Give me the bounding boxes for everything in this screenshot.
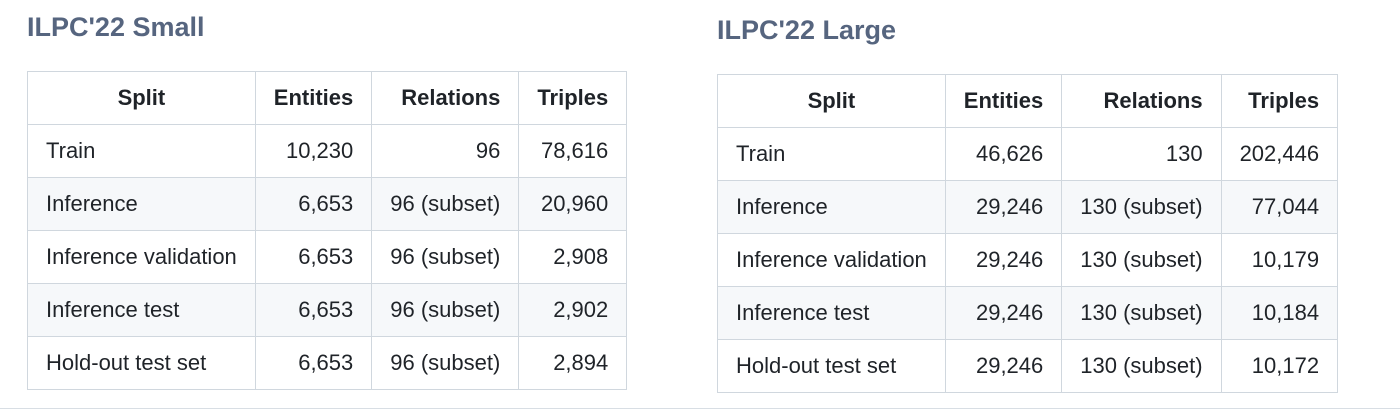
table-row: Inference test 6,653 96 (subset) 2,902 — [27, 283, 628, 337]
cell-relations: 96 (subset) — [371, 230, 520, 284]
cell-split: Train — [717, 127, 946, 181]
cell-triples: 78,616 — [518, 124, 628, 178]
cell-triples: 202,446 — [1220, 127, 1339, 181]
cell-triples: 20,960 — [518, 177, 628, 231]
table-row: Train 10,230 96 78,616 — [27, 124, 628, 178]
header-entities: Entities — [254, 71, 373, 125]
cell-triples: 10,179 — [1220, 233, 1339, 287]
cell-split: Inference validation — [717, 233, 946, 287]
cell-split: Inference — [27, 177, 256, 231]
cell-relations: 130 (subset) — [1061, 286, 1222, 340]
cell-relations: 96 — [371, 124, 520, 178]
header-split: Split — [717, 74, 946, 128]
cell-entities: 6,653 — [254, 177, 373, 231]
cell-entities: 29,246 — [944, 286, 1063, 340]
table-row: Inference 29,246 130 (subset) 77,044 — [717, 180, 1339, 234]
cell-split: Inference validation — [27, 230, 256, 284]
small-dataset-title: ILPC'22 Small — [27, 12, 205, 42]
cell-entities: 29,246 — [944, 339, 1063, 393]
cell-entities: 46,626 — [944, 127, 1063, 181]
cell-relations: 96 (subset) — [371, 283, 520, 337]
header-triples: Triples — [1220, 74, 1339, 128]
cell-relations: 130 — [1061, 127, 1222, 181]
table-row: Inference 6,653 96 (subset) 20,960 — [27, 177, 628, 231]
small-dataset-table: Split Entities Relations Triples Train 1… — [27, 71, 628, 390]
table-header-row: Split Entities Relations Triples — [717, 74, 1339, 128]
cell-relations: 130 (subset) — [1061, 339, 1222, 393]
table-row: Train 46,626 130 202,446 — [717, 127, 1339, 181]
large-dataset-title: ILPC'22 Large — [717, 15, 896, 45]
cell-entities: 10,230 — [254, 124, 373, 178]
cell-triples: 2,894 — [518, 336, 628, 390]
cell-split: Hold-out test set — [717, 339, 946, 393]
cell-entities: 6,653 — [254, 336, 373, 390]
cell-entities: 6,653 — [254, 283, 373, 337]
header-split: Split — [27, 71, 256, 125]
cell-relations: 96 (subset) — [371, 336, 520, 390]
header-relations: Relations — [1061, 74, 1222, 128]
table-row: Inference validation 29,246 130 (subset)… — [717, 233, 1339, 287]
table-row: Hold-out test set 6,653 96 (subset) 2,89… — [27, 336, 628, 390]
table-row: Inference validation 6,653 96 (subset) 2… — [27, 230, 628, 284]
large-dataset-table: Split Entities Relations Triples Train 4… — [717, 74, 1339, 393]
cell-relations: 130 (subset) — [1061, 180, 1222, 234]
cell-entities: 29,246 — [944, 180, 1063, 234]
cell-triples: 10,172 — [1220, 339, 1339, 393]
cell-split: Inference test — [27, 283, 256, 337]
cell-triples: 10,184 — [1220, 286, 1339, 340]
cell-relations: 96 (subset) — [371, 177, 520, 231]
bottom-divider — [0, 408, 1400, 409]
cell-relations: 130 (subset) — [1061, 233, 1222, 287]
cell-split: Hold-out test set — [27, 336, 256, 390]
cell-triples: 77,044 — [1220, 180, 1339, 234]
table-row: Inference test 29,246 130 (subset) 10,18… — [717, 286, 1339, 340]
cell-triples: 2,908 — [518, 230, 628, 284]
header-triples: Triples — [518, 71, 628, 125]
table-header-row: Split Entities Relations Triples — [27, 71, 628, 125]
header-entities: Entities — [944, 74, 1063, 128]
cell-entities: 29,246 — [944, 233, 1063, 287]
header-relations: Relations — [371, 71, 520, 125]
cell-split: Train — [27, 124, 256, 178]
cell-split: Inference — [717, 180, 946, 234]
cell-entities: 6,653 — [254, 230, 373, 284]
cell-triples: 2,902 — [518, 283, 628, 337]
cell-split: Inference test — [717, 286, 946, 340]
table-row: Hold-out test set 29,246 130 (subset) 10… — [717, 339, 1339, 393]
